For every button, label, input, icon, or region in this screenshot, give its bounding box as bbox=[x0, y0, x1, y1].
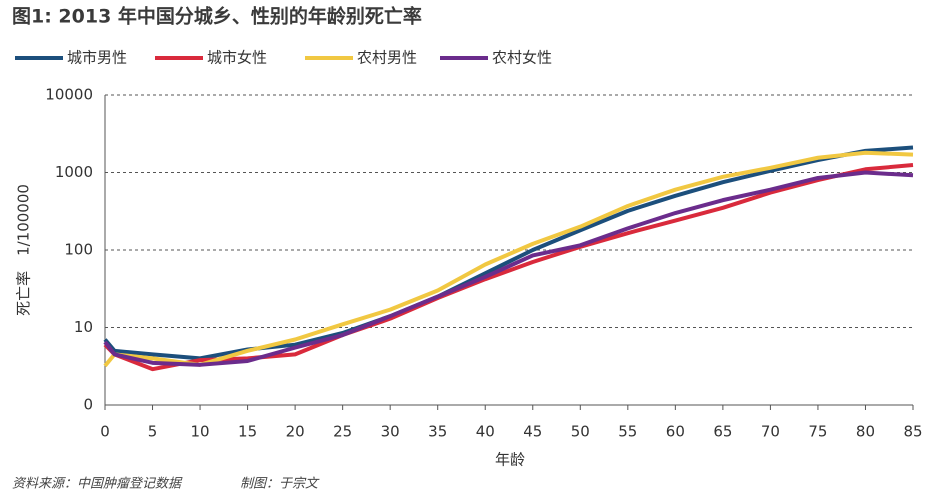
credit: 制图：于宗文 bbox=[240, 476, 320, 492]
x-axis-label: 年龄 bbox=[495, 451, 525, 469]
x-tick-label: 30 bbox=[381, 423, 400, 441]
y-tick-label: 1000 bbox=[55, 163, 93, 181]
x-tick-label: 45 bbox=[523, 423, 542, 441]
x-tick-label: 15 bbox=[238, 423, 257, 441]
series-line bbox=[103, 162, 914, 372]
legend-label: 农村男性 bbox=[357, 49, 417, 67]
x-tick-label: 40 bbox=[476, 423, 495, 441]
source: 资料来源：中国肿瘤登记数据 bbox=[12, 477, 183, 492]
series-line bbox=[103, 170, 914, 367]
x-tick-label: 25 bbox=[333, 423, 352, 441]
x-tick-label: 10 bbox=[191, 423, 210, 441]
y-tick-label: 10 bbox=[74, 318, 93, 336]
x-tick-label: 65 bbox=[713, 423, 732, 441]
legend-label: 城市女性 bbox=[207, 49, 267, 67]
y-tick-label: 100 bbox=[64, 241, 93, 259]
x-tick-label: 60 bbox=[666, 423, 685, 441]
x-tick-label: 85 bbox=[903, 423, 922, 441]
y-tick-label: 0 bbox=[83, 396, 93, 414]
legend-label: 农村女性 bbox=[492, 49, 552, 67]
x-tick-label: 50 bbox=[571, 423, 590, 441]
y-axis-label: 死亡率 1/100000 bbox=[15, 184, 33, 316]
x-tick-label: 5 bbox=[148, 423, 158, 441]
x-tick-label: 70 bbox=[761, 423, 780, 441]
x-tick-label: 0 bbox=[100, 423, 110, 441]
chart-title: 图1: 2013 年中国分城乡、性别的年龄别死亡率 bbox=[12, 5, 422, 28]
y-tick-label: 10000 bbox=[45, 86, 93, 104]
x-tick-label: 35 bbox=[428, 423, 447, 441]
x-tick-label: 20 bbox=[286, 423, 305, 441]
legend-label: 城市男性 bbox=[67, 49, 127, 67]
x-tick-label: 55 bbox=[618, 423, 637, 441]
x-tick-label: 75 bbox=[808, 423, 827, 441]
x-tick-label: 80 bbox=[856, 423, 875, 441]
